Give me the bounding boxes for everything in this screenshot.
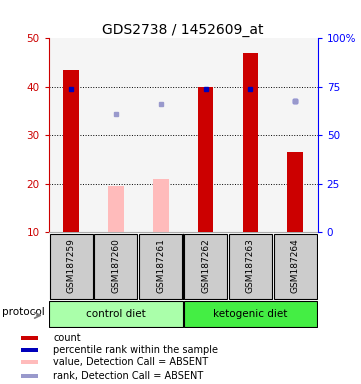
Text: GSM187263: GSM187263 (246, 238, 255, 293)
Text: ketogenic diet: ketogenic diet (213, 309, 288, 319)
Bar (49, 233, 93, 299)
Text: rank, Detection Call = ABSENT: rank, Detection Call = ABSENT (53, 371, 204, 381)
Bar (153, 179, 169, 232)
Text: GSM187260: GSM187260 (112, 238, 121, 293)
Bar (184, 301, 317, 327)
Bar (139, 233, 182, 299)
Text: GSM187262: GSM187262 (201, 238, 210, 293)
Bar (95, 233, 138, 299)
Bar (243, 53, 258, 232)
Text: GSM187259: GSM187259 (67, 238, 76, 293)
Bar (198, 87, 213, 232)
Text: control diet: control diet (86, 309, 146, 319)
Bar (21, 374, 38, 378)
Bar (184, 233, 227, 299)
Bar (21, 336, 38, 340)
Bar (21, 360, 38, 364)
Text: count: count (53, 333, 81, 343)
Bar (49, 301, 183, 327)
Text: percentile rank within the sample: percentile rank within the sample (53, 345, 218, 355)
Text: GSM187264: GSM187264 (291, 238, 300, 293)
Bar (274, 233, 317, 299)
Bar (229, 233, 272, 299)
Bar (63, 70, 79, 232)
Bar (287, 152, 303, 232)
Bar (108, 186, 124, 232)
Text: value, Detection Call = ABSENT: value, Detection Call = ABSENT (53, 358, 208, 367)
Bar (21, 348, 38, 352)
Title: GDS2738 / 1452609_at: GDS2738 / 1452609_at (103, 23, 264, 37)
Text: GSM187261: GSM187261 (156, 238, 165, 293)
Text: protocol: protocol (3, 308, 45, 318)
